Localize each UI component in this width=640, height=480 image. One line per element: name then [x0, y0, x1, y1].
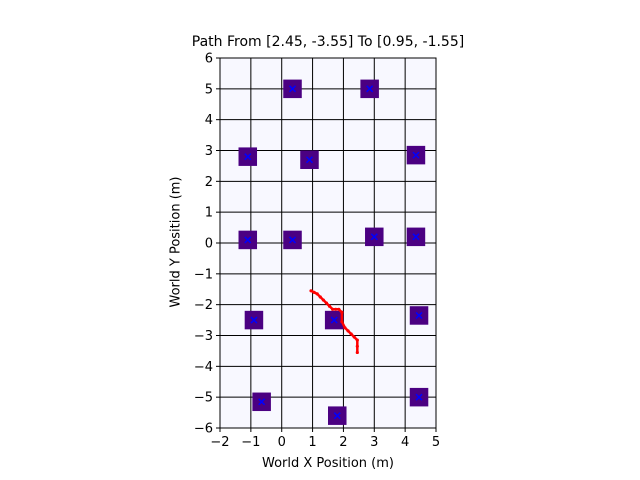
y-tick-label: 5	[205, 82, 213, 97]
path-point	[324, 301, 329, 305]
path-point	[355, 344, 359, 348]
x-tick-label: 1	[308, 435, 316, 450]
obstacle-center-marker	[415, 393, 423, 401]
y-tick-label: 1	[205, 206, 213, 221]
path-point	[346, 329, 350, 333]
path-point	[340, 320, 344, 324]
obstacle-center-marker	[412, 151, 420, 159]
path-point	[349, 332, 353, 336]
x-axis-label: World X Position (m)	[262, 456, 394, 471]
x-tick-label: −2	[210, 435, 229, 450]
obstacle-center-marker	[366, 85, 374, 93]
y-tick-label: 0	[205, 237, 213, 252]
y-tick-label: −5	[194, 391, 213, 406]
x-tick-label: 5	[432, 435, 440, 450]
obstacle-center-marker	[250, 316, 258, 324]
path-point	[309, 289, 313, 293]
y-tick-label: 2	[205, 175, 213, 190]
x-tick-label: 2	[339, 435, 347, 450]
obstacle-center-marker	[412, 233, 420, 241]
path-point	[337, 307, 341, 311]
chart-title: Path From [2.45, -3.55] To [0.95, -1.55]	[191, 34, 465, 50]
path-point	[355, 350, 359, 355]
path-point	[340, 310, 344, 314]
obstacle-center-marker	[333, 412, 341, 420]
obstacle-center-marker	[288, 85, 297, 93]
obstacle-center-marker	[330, 316, 338, 324]
obstacle-center-marker	[258, 398, 266, 406]
path-point	[343, 326, 347, 330]
x-tick-label: 3	[370, 435, 378, 450]
path-point	[312, 290, 316, 294]
path-point	[321, 298, 325, 302]
obstacle-center-marker	[415, 311, 423, 319]
y-tick-label: −2	[194, 298, 213, 313]
obstacle-center-marker	[288, 236, 297, 244]
y-tick-label: −1	[194, 267, 213, 282]
x-tick-label: 4	[401, 435, 409, 450]
path-point	[315, 292, 319, 296]
path-point	[352, 335, 356, 339]
y-tick-label: 3	[205, 144, 213, 159]
y-tick-label: −3	[194, 329, 213, 344]
y-tick-label: −4	[194, 360, 213, 375]
path-point	[318, 295, 322, 299]
obstacle-center-marker	[305, 156, 314, 164]
path-point	[331, 307, 335, 311]
x-tick-label: −1	[241, 435, 260, 450]
y-tick-label: 6	[205, 52, 213, 67]
obstacle-center-marker	[244, 236, 252, 244]
path-point	[355, 338, 359, 342]
path-point	[334, 307, 338, 311]
y-tick-label: 4	[205, 113, 213, 128]
path-point	[327, 304, 332, 308]
x-tick-label: 0	[278, 435, 286, 450]
obstacle-center-marker	[244, 153, 252, 161]
y-axis-label: World Y Position (m)	[168, 176, 184, 308]
obstacle-center-marker	[370, 233, 378, 241]
y-tick-label: −6	[194, 422, 213, 437]
